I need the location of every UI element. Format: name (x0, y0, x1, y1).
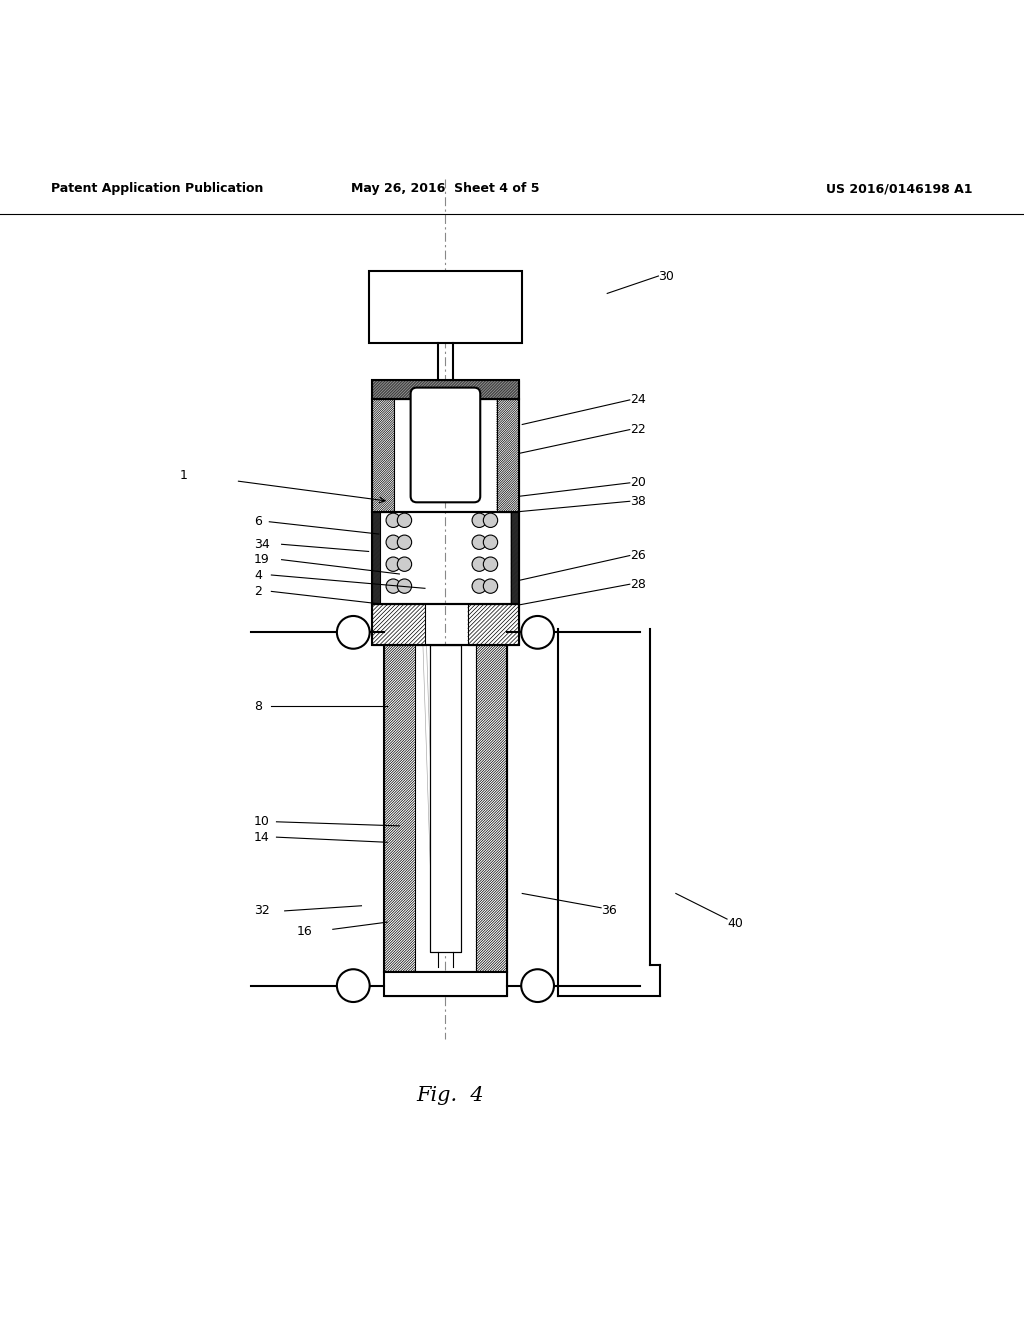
Circle shape (472, 535, 486, 549)
Text: 22: 22 (630, 424, 645, 436)
Circle shape (472, 579, 486, 593)
Circle shape (472, 513, 486, 528)
Text: 26: 26 (630, 549, 645, 562)
Text: 24: 24 (630, 393, 645, 407)
Text: 30: 30 (658, 269, 675, 282)
Text: 16: 16 (297, 925, 312, 937)
Circle shape (386, 513, 400, 528)
Circle shape (337, 969, 370, 1002)
Bar (476, 644, 507, 973)
FancyBboxPatch shape (411, 388, 480, 503)
Text: May 26, 2016  Sheet 4 of 5: May 26, 2016 Sheet 4 of 5 (351, 182, 540, 195)
Bar (511, 512, 519, 603)
Bar (372, 380, 519, 399)
Text: 38: 38 (630, 495, 646, 508)
Text: 40: 40 (727, 916, 743, 929)
Text: 4: 4 (254, 569, 262, 582)
Bar (372, 380, 519, 399)
Circle shape (397, 513, 412, 528)
Bar (430, 644, 461, 952)
Bar (372, 399, 519, 512)
Text: 1: 1 (179, 469, 187, 482)
Bar (372, 512, 380, 603)
Bar (384, 644, 507, 973)
Text: 14: 14 (254, 830, 269, 843)
Text: 32: 32 (254, 904, 269, 917)
Bar (372, 603, 425, 644)
Text: Patent Application Publication: Patent Application Publication (51, 182, 263, 195)
Bar (468, 603, 519, 644)
Circle shape (397, 535, 412, 549)
Circle shape (483, 579, 498, 593)
Bar (384, 973, 507, 995)
Text: US 2016/0146198 A1: US 2016/0146198 A1 (826, 182, 973, 195)
Circle shape (337, 616, 370, 648)
Circle shape (483, 557, 498, 572)
Bar (430, 644, 461, 952)
Text: 6: 6 (254, 515, 262, 528)
Circle shape (483, 535, 498, 549)
Circle shape (386, 579, 400, 593)
Circle shape (483, 513, 498, 528)
Text: 20: 20 (630, 477, 646, 490)
Bar (372, 399, 394, 512)
Bar (384, 644, 415, 973)
Bar (372, 512, 519, 603)
Text: 2: 2 (254, 585, 262, 598)
Bar (369, 271, 522, 343)
Text: Fig.  4: Fig. 4 (417, 1085, 484, 1105)
Circle shape (386, 535, 400, 549)
Circle shape (397, 557, 412, 572)
Bar (372, 603, 519, 644)
Circle shape (472, 557, 486, 572)
Bar (497, 399, 519, 512)
Circle shape (521, 969, 554, 1002)
Text: 34: 34 (254, 537, 269, 550)
Text: 28: 28 (630, 578, 646, 591)
Text: 19: 19 (254, 553, 269, 566)
Circle shape (397, 579, 412, 593)
Bar (384, 973, 507, 995)
Text: 10: 10 (254, 816, 270, 828)
Circle shape (521, 616, 554, 648)
Text: 8: 8 (254, 700, 262, 713)
Circle shape (386, 557, 400, 572)
Text: 36: 36 (601, 904, 616, 917)
